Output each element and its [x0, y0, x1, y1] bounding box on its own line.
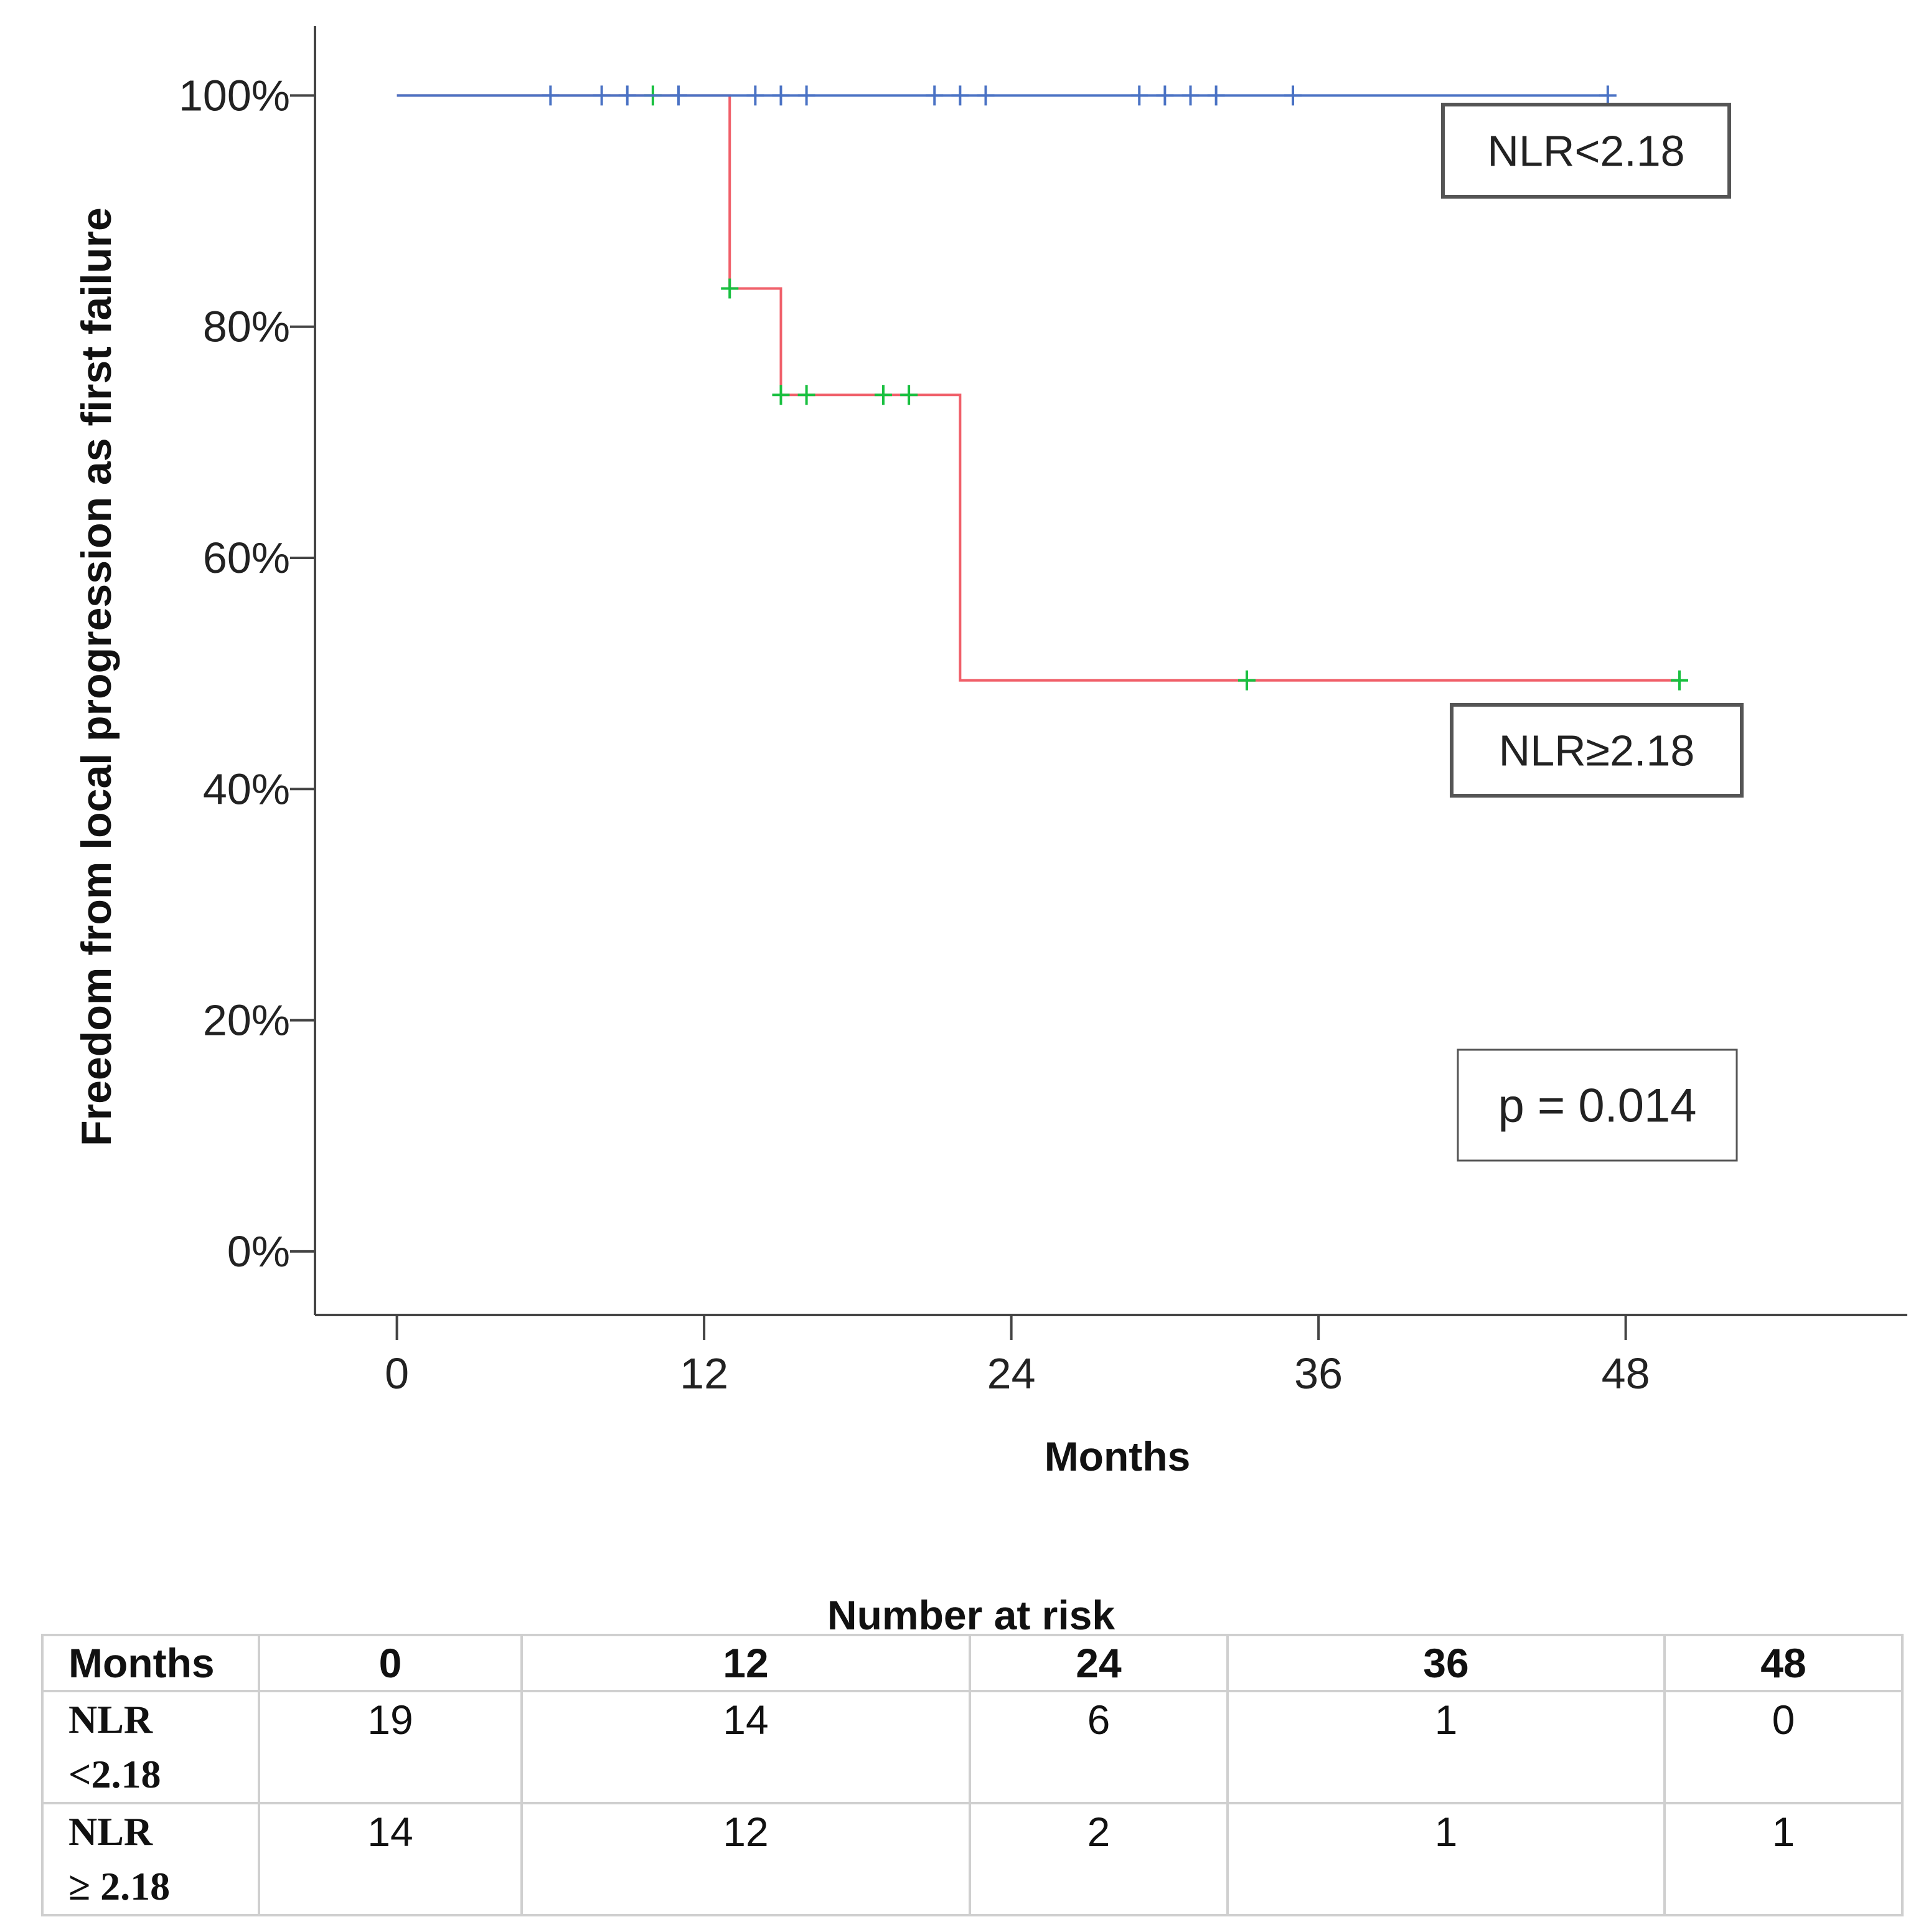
- risk-cell: 19: [258, 1690, 523, 1804]
- risk-cell: 14: [520, 1690, 971, 1804]
- censor-mark: [669, 85, 687, 106]
- legend-nlr-low-frame: [1441, 103, 1731, 199]
- km-chart: 0% 20% 40% 60% 80% 100% 0 12 24 36 48 Months Freedom…: [73, 26, 1907, 1479]
- censor-mark: [1207, 85, 1225, 106]
- risk-table-header-row: Months 0 12 24 36 48: [41, 1634, 1904, 1692]
- censor-mark: [797, 385, 815, 405]
- risk-row-label-line1: NLR: [68, 1809, 153, 1854]
- x-tick-label: 0: [385, 1349, 409, 1398]
- legend-nlr-high-text: NLR≥2.18: [1499, 727, 1695, 775]
- censor-mark: [746, 85, 764, 106]
- censor-mark: [721, 278, 739, 299]
- y-tick-label: 20%: [203, 996, 290, 1045]
- censor-mark: [1130, 85, 1148, 106]
- censor-mark: [1181, 85, 1200, 106]
- risk-cell: 0: [1663, 1690, 1904, 1804]
- censor-mark: [951, 85, 969, 106]
- censor-mark: [874, 385, 892, 405]
- risk-row-nlr-high: NLR ≥ 2.18 14 12 2 1 1: [41, 1802, 1904, 1916]
- censor-mark: [772, 385, 790, 405]
- censor-mark: [1284, 85, 1302, 106]
- risk-header-24: 24: [969, 1634, 1229, 1692]
- risk-row-label-nlr-high: NLR ≥ 2.18: [41, 1802, 260, 1916]
- legend-nlr-high-frame: [1450, 703, 1744, 798]
- censor-mark: [1599, 85, 1617, 106]
- risk-header-12: 12: [520, 1634, 971, 1692]
- y-tick-label: 40%: [203, 765, 290, 813]
- y-tick-label: 80%: [203, 303, 290, 351]
- risk-cell: 12: [520, 1802, 971, 1916]
- risk-cell: 6: [969, 1690, 1229, 1804]
- censor-mark: [593, 85, 611, 106]
- y-tick-label: 100%: [179, 71, 290, 120]
- risk-cell: 1: [1226, 1690, 1666, 1804]
- y-tick-label: 60%: [203, 534, 290, 582]
- censor-mark: [977, 85, 995, 106]
- risk-table-title: Number at risk: [827, 1592, 1115, 1638]
- legend-nlr-low-text: NLR<2.18: [1487, 127, 1684, 176]
- series-layer: [397, 85, 1688, 690]
- risk-table: Months 0 12 24 36 48 NLR <2.18 19 14 6 1 …: [41, 1634, 1904, 1916]
- p-value-box-frame: [1457, 1048, 1738, 1162]
- annotation-layer: NLR<2.18 NLR≥2.18 p = 0.014: [1441, 103, 1744, 1162]
- censor-mark: [772, 85, 790, 106]
- risk-row-label-line2: ≥ 2.18: [68, 1864, 171, 1908]
- survival-curve: [397, 94, 1679, 682]
- censor-mark: [900, 385, 918, 405]
- censor-mark: [1238, 670, 1256, 690]
- p-value-box: p = 0.014: [1457, 1048, 1738, 1162]
- x-axis-title: Months: [1045, 1433, 1191, 1479]
- y-tick-label: 0%: [227, 1227, 290, 1276]
- censor-mark: [797, 85, 815, 106]
- x-tick-label: 24: [987, 1349, 1036, 1398]
- x-tick-label: 48: [1602, 1349, 1650, 1398]
- risk-row-label-line2: <2.18: [68, 1752, 161, 1796]
- risk-cell: 1: [1226, 1802, 1666, 1916]
- censor-mark: [1156, 85, 1174, 106]
- risk-row-label-line1: NLR: [68, 1697, 153, 1741]
- risk-cell: 14: [258, 1802, 523, 1916]
- legend-nlr-low: NLR<2.18: [1441, 103, 1731, 199]
- risk-header-0: 0: [258, 1634, 523, 1692]
- censor-mark: [1670, 670, 1688, 690]
- chart-axes: 0% 20% 40% 60% 80% 100% 0 12 24 36 48 Months Freedom…: [73, 26, 1907, 1479]
- x-tick-label: 36: [1294, 1349, 1343, 1398]
- risk-row-label-nlr-low: NLR <2.18: [41, 1690, 260, 1804]
- risk-header-48: 48: [1663, 1634, 1904, 1692]
- risk-row-nlr-low: NLR <2.18 19 14 6 1 0: [41, 1690, 1904, 1804]
- censor-mark: [618, 85, 636, 106]
- x-tick-label: 12: [680, 1349, 728, 1398]
- series-nlr-low: [397, 85, 1617, 106]
- y-axis-title: Freedom from local progression as first …: [73, 207, 120, 1146]
- series-nlr-high: [397, 85, 1688, 690]
- censor-mark: [542, 85, 560, 106]
- p-value-box-text: p = 0.014: [1498, 1080, 1696, 1133]
- risk-header-36: 36: [1226, 1634, 1666, 1692]
- risk-cell: 2: [969, 1802, 1229, 1916]
- legend-nlr-high: NLR≥2.18: [1450, 703, 1744, 798]
- risk-cell: 1: [1663, 1802, 1904, 1916]
- censor-mark: [926, 85, 944, 106]
- risk-header-months: Months: [41, 1634, 260, 1692]
